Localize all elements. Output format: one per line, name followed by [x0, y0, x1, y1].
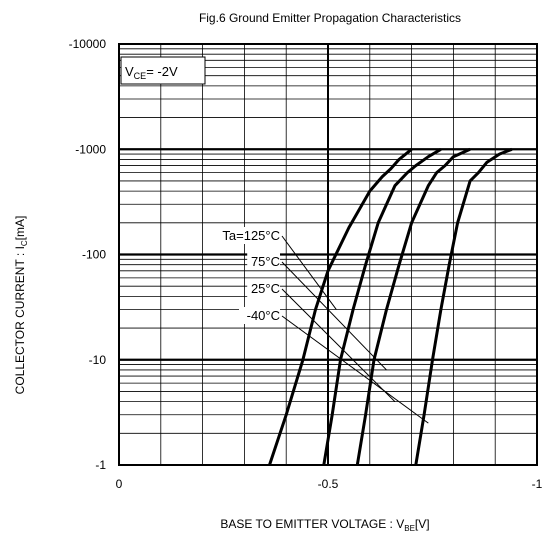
x-tick-label: 0: [116, 477, 123, 491]
y-axis-label-sub: C: [20, 240, 29, 246]
y-axis-label: COLLECTOR CURRENT : IC[mA]: [13, 216, 29, 395]
series-line: [414, 147, 513, 466]
series-label-bg: [247, 280, 280, 297]
x-tick-labels: 0 -0.5 -1: [116, 477, 543, 491]
y-axis-label-end: [mA]: [13, 216, 27, 241]
series-label: Ta=125°C: [222, 228, 280, 243]
series-label-bg: [247, 253, 280, 270]
condition-main: V: [125, 64, 134, 79]
series-label: 75°C: [251, 254, 280, 269]
series-leader-line: [281, 315, 429, 424]
y-tick-labels: -1 -10 -100 -1000 -10000: [69, 37, 107, 472]
y-tick-label: -10000: [69, 37, 107, 51]
y-tick-label: -1000: [75, 142, 106, 156]
x-axis-label: BASE TO EMITTER VOLTAGE : VBE[V]: [220, 517, 429, 533]
series-label-bg: [214, 227, 280, 244]
condition-box: VCE= -2V: [120, 56, 206, 85]
series-layer: [268, 147, 513, 466]
x-tick-label: -0.5: [318, 477, 339, 491]
y-axis-label-main: COLLECTOR CURRENT : I: [13, 246, 27, 394]
condition-end: = -2V: [146, 64, 178, 79]
y-tick-label: -10: [89, 353, 107, 367]
annotations: Ta=125°C 75°C 25°C -40°C: [214, 227, 429, 424]
series-label: -40°C: [247, 308, 280, 323]
x-axis-label-end: [V]: [415, 517, 430, 531]
x-tick-label: -1: [532, 477, 543, 491]
series-leader-line: [281, 288, 396, 402]
condition-sub: CE: [134, 71, 147, 81]
x-axis-label-main: BASE TO EMITTER VOLTAGE : V: [220, 517, 404, 531]
y-tick-label: -100: [82, 248, 106, 262]
x-axis-label-sub: BE: [404, 524, 415, 533]
chart-title: Fig.6 Ground Emitter Propagation Charact…: [199, 11, 461, 25]
condition-label: VCE= -2V: [125, 64, 178, 81]
series-label: 25°C: [251, 281, 280, 296]
series-leader-line: [281, 261, 387, 371]
y-tick-label: -1: [95, 458, 106, 472]
condition-box-frame: [120, 56, 206, 85]
series-line: [268, 148, 413, 466]
series-leader-line: [281, 235, 337, 310]
series-label-bg: [239, 307, 280, 324]
series-line: [322, 148, 442, 466]
